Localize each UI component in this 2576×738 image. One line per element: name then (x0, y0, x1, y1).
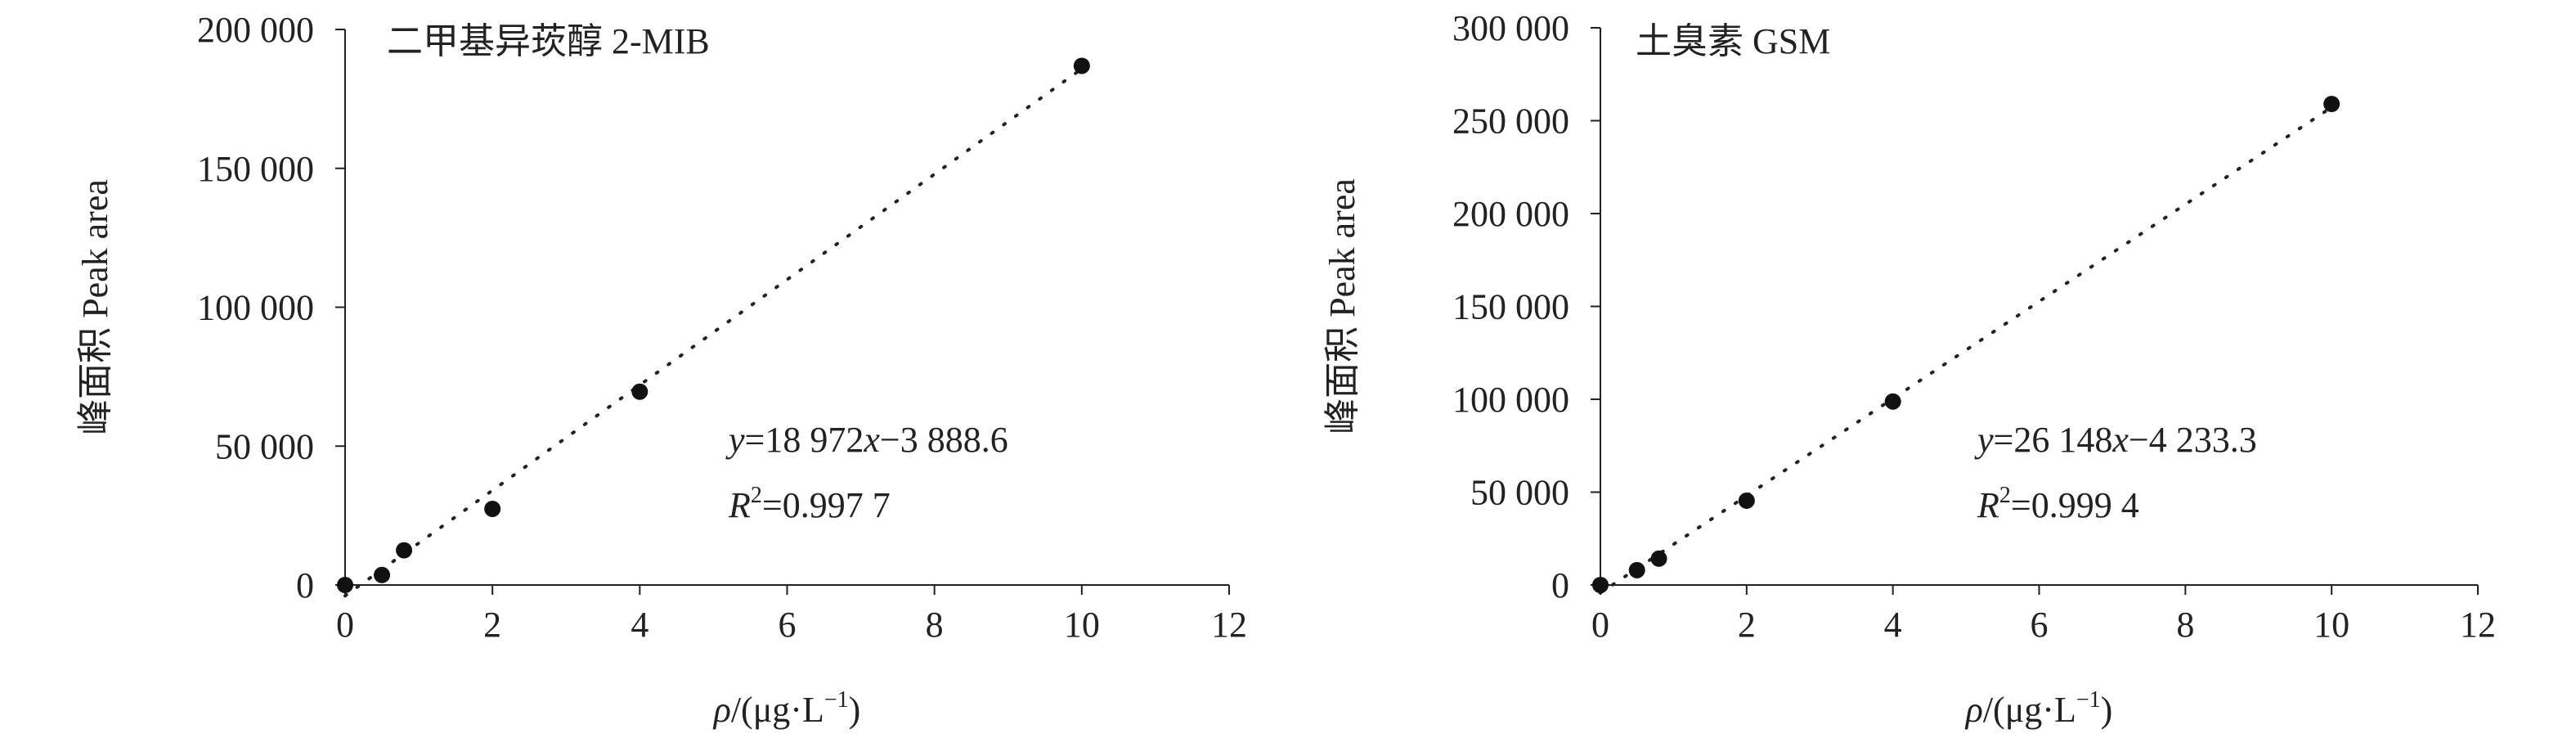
x-tick-label: 8 (2176, 605, 2194, 645)
y-axis-label: 峰面积 Peak area (75, 179, 115, 435)
equation: y=18 972x−3 888.6 (725, 420, 1008, 460)
x-tick-label: 10 (1064, 605, 1100, 645)
y-tick-label: 50 000 (215, 426, 314, 466)
x-label-part: /(μg·L (1983, 690, 2076, 730)
x-label-part: ) (849, 690, 861, 730)
y-tick-label: 0 (1551, 565, 1569, 605)
data-point (396, 542, 413, 559)
r-sup: 2 (1999, 483, 2011, 508)
x-tick-label: 6 (2031, 605, 2049, 645)
x-axis-label: ρ/(μg·L−1) (712, 687, 861, 730)
y-tick-label: 200 000 (197, 10, 314, 50)
data-point (1738, 492, 1755, 509)
y-axis-label: 峰面积 Peak area (1322, 178, 1362, 434)
data-point (1884, 393, 1901, 410)
eq-intercept: −3 888.6 (880, 420, 1008, 460)
x-tick-label: 2 (1738, 605, 1756, 645)
eq-y: y (725, 420, 745, 460)
y-tick-label: 50 000 (1470, 473, 1569, 513)
eq-y: y (1974, 420, 1994, 460)
r-symbol: R (1977, 485, 1999, 525)
r-squared: R2=0.999 4 (1977, 483, 2139, 525)
y-tick-label: 150 000 (1452, 287, 1569, 327)
data-point (337, 577, 353, 593)
eq-equals: = (745, 420, 765, 460)
equation: y=26 148x−4 233.3 (1974, 420, 2257, 460)
y-tick-label: 200 000 (1452, 194, 1569, 234)
r-symbol: R (728, 485, 751, 525)
y-tick-label: 100 000 (1452, 380, 1569, 420)
x-tick-label: 4 (1884, 605, 1902, 645)
x-label-part: ρ (712, 690, 731, 730)
eq-equals: = (1994, 420, 2014, 460)
data-point (631, 383, 648, 400)
x-tick-label: 2 (483, 605, 501, 645)
x-tick-label: 0 (336, 605, 354, 645)
data-point (1073, 57, 1090, 74)
data-point (1628, 561, 1645, 578)
x-tick-label: 8 (926, 605, 944, 645)
x-label-part: ρ (1964, 690, 1983, 730)
x-tick-label: 6 (779, 605, 797, 645)
r-squared: R2=0.997 7 (728, 483, 891, 525)
trendline (1599, 106, 2334, 595)
x-label-part: −1 (2076, 687, 2101, 713)
y-tick-label: 250 000 (1452, 101, 1569, 142)
trendline (343, 67, 1084, 598)
x-tick-label: 10 (2313, 605, 2349, 645)
r-equals: = (2011, 485, 2031, 525)
eq-x: x (863, 420, 880, 460)
x-label-part: ) (2101, 690, 2113, 730)
data-point (2323, 96, 2340, 113)
x-label-part: −1 (824, 687, 849, 713)
chart-title: 二甲基异莰醇 2-MIB (387, 21, 710, 61)
chart: 0 50 000 100 000 150 000 200 000 250 000 300 0… (1322, 8, 2496, 730)
r-value: 0.997 7 (783, 485, 891, 525)
y-tick-label: 0 (296, 565, 314, 605)
chart: 0 50 000 100 000 150 000 200 000 0 2 4 6 8 10 12 二甲基… (75, 10, 1247, 730)
x-tick-label: 12 (2460, 605, 2496, 645)
x-tick-label: 0 (1591, 605, 1609, 645)
eq-slope: 18 972 (765, 420, 864, 460)
x-axis-label: ρ/(μg·L−1) (1964, 687, 2113, 730)
eq-slope: 26 148 (2013, 420, 2112, 460)
x-tick-label: 4 (631, 605, 648, 645)
eq-x: x (2112, 420, 2129, 460)
data-point (484, 500, 501, 517)
r-sup: 2 (751, 483, 762, 508)
r-equals: = (762, 485, 783, 525)
chart-title: 土臭素 GSM (1636, 21, 1830, 61)
x-label-part: /(μg·L (731, 690, 824, 730)
y-tick-label: 300 000 (1452, 8, 1569, 48)
r-value: 0.999 4 (2031, 485, 2139, 525)
data-point (1650, 550, 1667, 567)
data-point (374, 566, 391, 583)
x-tick-label: 12 (1211, 605, 1247, 645)
eq-intercept: −4 233.3 (2129, 420, 2257, 460)
y-tick-label: 150 000 (197, 149, 314, 189)
y-tick-label: 100 000 (197, 288, 314, 328)
data-point (1592, 577, 1609, 593)
